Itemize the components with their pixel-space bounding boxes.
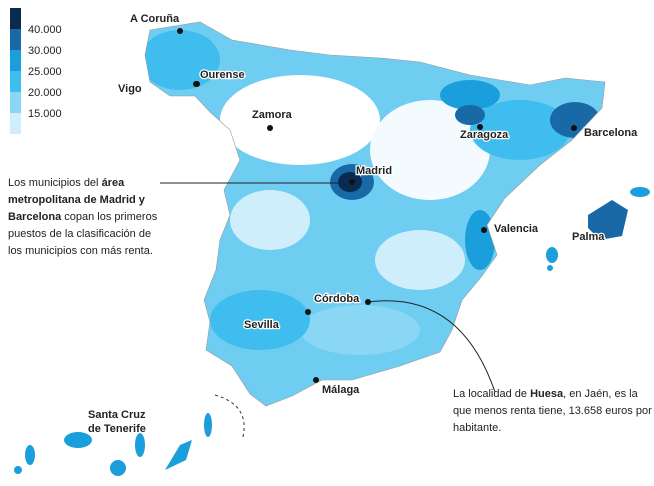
city-label: Madrid <box>356 165 392 177</box>
legend-label: 15.000 <box>28 108 62 120</box>
city-dot <box>305 309 311 315</box>
city-label: Sevilla <box>244 319 280 331</box>
annotation-text: Los municipios del <box>8 177 102 189</box>
city-dot <box>313 377 319 383</box>
city-label: Vigo <box>118 83 142 95</box>
annotation: La localidad de Huesa, en Jaén, es la qu… <box>453 386 653 437</box>
city-label: Córdoba <box>314 293 360 305</box>
city-dot <box>194 81 200 87</box>
legend-label: 30.000 <box>28 45 62 57</box>
city-label: Málaga <box>322 384 360 396</box>
annotation: Los municipios del área metropolitana de… <box>8 175 168 260</box>
city-label: Ourense <box>200 69 245 81</box>
legend: 40.000 30.000 25.000 20.000 15.000 <box>10 8 62 134</box>
legend-label: 25.000 <box>28 66 62 78</box>
city-label: Barcelona <box>584 127 638 139</box>
city-label: Santa Cruz <box>88 409 146 421</box>
map-page: 40.000 30.000 25.000 20.000 15.000 A Coruña V… <box>0 0 654 486</box>
city-dot <box>365 299 371 305</box>
legend-label: 40.000 <box>28 24 62 36</box>
city-label: Zaragoza <box>460 129 509 141</box>
city-dot <box>571 125 577 131</box>
annotation-text: La localidad de <box>453 388 530 400</box>
legend-swatch <box>10 50 21 71</box>
city-label: Valencia <box>494 223 539 235</box>
legend-label: 20.000 <box>28 87 62 99</box>
canary-inset <box>215 395 244 437</box>
legend-swatch <box>10 71 21 92</box>
city-label: Palma <box>572 231 605 243</box>
annotation-bold: Huesa <box>530 388 563 400</box>
city-dot <box>481 227 487 233</box>
legend-swatch <box>10 8 21 29</box>
city-dot <box>349 179 355 185</box>
legend-swatch <box>10 113 21 134</box>
city-label: de Tenerife <box>88 423 146 435</box>
legend-swatch <box>10 92 21 113</box>
legend-swatch <box>10 29 21 50</box>
city-dot <box>177 28 183 34</box>
city-dot <box>267 125 273 131</box>
city-label: Zamora <box>252 109 293 121</box>
city-label: A Coruña <box>130 13 180 25</box>
